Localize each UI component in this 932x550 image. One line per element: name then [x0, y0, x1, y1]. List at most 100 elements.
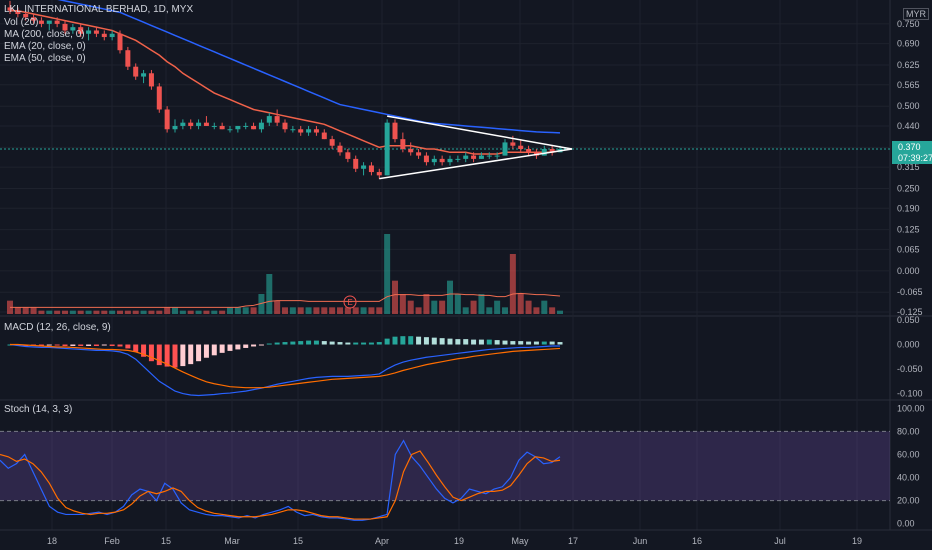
volume-bar: [517, 294, 524, 314]
volume-bar: [219, 310, 226, 314]
volume-bar: [289, 307, 296, 314]
volume-bar: [305, 307, 312, 314]
volume-bar: [321, 307, 328, 314]
candle-body: [156, 86, 162, 110]
candle-body: [54, 20, 60, 24]
currency-badge[interactable]: MYR: [903, 8, 929, 20]
price-tick-label: 0.500: [897, 101, 920, 111]
candle-body: [172, 125, 178, 130]
candle-body: [423, 155, 429, 163]
candle-body: [251, 125, 257, 130]
indicator-ema20-label[interactable]: EMA (20, close, 0): [4, 41, 86, 52]
volume-bar: [77, 310, 84, 314]
macd-histogram-bar: [306, 340, 312, 345]
volume-bar: [297, 307, 304, 314]
volume-bar: [313, 307, 320, 314]
chart-title: LKL INTERNATIONAL BERHAD, 1D, MYX: [4, 4, 194, 15]
stoch-tick-label: 40.00: [897, 473, 920, 483]
candle-body: [235, 125, 241, 130]
ema50-line: [57, 0, 561, 134]
macd-histogram-bar: [211, 344, 217, 356]
candle-body: [93, 30, 99, 34]
stoch-title[interactable]: Stoch (14, 3, 3): [4, 404, 73, 415]
candle-body: [455, 158, 461, 160]
volume-bar: [179, 310, 186, 314]
candle-body: [227, 129, 233, 131]
volume-bar: [117, 310, 123, 314]
macd-histogram-bar: [313, 340, 319, 345]
macd-histogram-bar: [86, 344, 92, 346]
volume-bar: [329, 307, 336, 314]
volume-bar: [439, 300, 446, 314]
macd-histogram-bar: [141, 344, 147, 357]
candle-body: [494, 155, 500, 157]
stoch-tick-label: 100.00: [897, 403, 925, 413]
candle-body: [439, 158, 445, 163]
candle-body: [219, 125, 225, 130]
candle-body: [274, 116, 280, 123]
volume-bar: [101, 310, 108, 314]
macd-histogram-bar: [62, 344, 68, 346]
macd-histogram-bar: [156, 344, 162, 366]
macd-histogram-bar: [353, 342, 359, 345]
volume-bar: [494, 300, 501, 314]
volume-bar: [140, 310, 147, 314]
candle-body: [526, 149, 532, 153]
volume-bar: [376, 307, 383, 314]
macd-histogram-bar: [337, 342, 343, 345]
time-tick-label: May: [511, 536, 529, 546]
macd-histogram-bar: [557, 342, 563, 345]
macd-histogram-bar: [282, 342, 288, 345]
candle-body: [463, 155, 469, 159]
earnings-event-marker: [343, 295, 357, 309]
macd-histogram-bar: [109, 344, 115, 346]
candle-body: [101, 33, 107, 38]
macd-histogram-bar: [463, 339, 469, 345]
volume-bar: [62, 310, 68, 314]
macd-title[interactable]: MACD (12, 26, close, 9): [4, 322, 111, 333]
bar-countdown: 07:39:27: [892, 152, 932, 164]
volume-bar: [148, 310, 155, 314]
volume-bar: [203, 310, 210, 314]
volume-bar: [423, 294, 430, 314]
macd-histogram-bar: [486, 339, 492, 345]
indicator-ema50-label[interactable]: EMA (50, close, 0): [4, 53, 86, 64]
candle-body: [38, 20, 44, 24]
candle-body: [478, 155, 484, 159]
macd-histogram-bar: [510, 341, 516, 345]
candle-body: [502, 142, 508, 156]
earnings-event-label: E: [347, 298, 352, 307]
volume-bar: [384, 234, 391, 314]
candle-body: [361, 165, 367, 169]
time-tick-label: 18: [47, 536, 57, 546]
price-tick-label: 0.315: [897, 162, 920, 172]
macd-histogram-bar: [125, 344, 131, 349]
indicator-ma200-label[interactable]: MA (200, close, 0): [4, 29, 85, 40]
macd-histogram-bar: [117, 344, 123, 347]
volume-bar: [54, 310, 61, 314]
price-tick-label: -0.125: [897, 307, 923, 317]
volume-bar: [415, 307, 422, 314]
macd-histogram-bar: [526, 341, 532, 345]
macd-histogram-bar: [384, 338, 390, 345]
price-tick-label: 0.750: [897, 19, 920, 29]
time-tick-label: Jul: [774, 536, 786, 546]
volume-bar: [172, 307, 178, 314]
candle-body: [486, 155, 492, 157]
macd-tick-label: 0.000: [897, 340, 920, 350]
volume-bar: [337, 307, 343, 314]
volume-bar: [258, 294, 265, 314]
time-tick-label: 19: [454, 536, 464, 546]
candle-body: [518, 145, 524, 150]
indicator-vol-label[interactable]: Vol (20): [4, 17, 39, 28]
candle-body: [353, 158, 359, 169]
macd-histogram-bar: [423, 337, 429, 345]
candle-body: [86, 30, 92, 34]
time-tick-label: 16: [692, 536, 702, 546]
macd-histogram-bar: [478, 339, 484, 345]
macd-line: [9, 343, 560, 397]
macd-histogram-bar: [54, 344, 60, 346]
candle-body: [282, 122, 288, 130]
volume-bar: [549, 307, 556, 314]
